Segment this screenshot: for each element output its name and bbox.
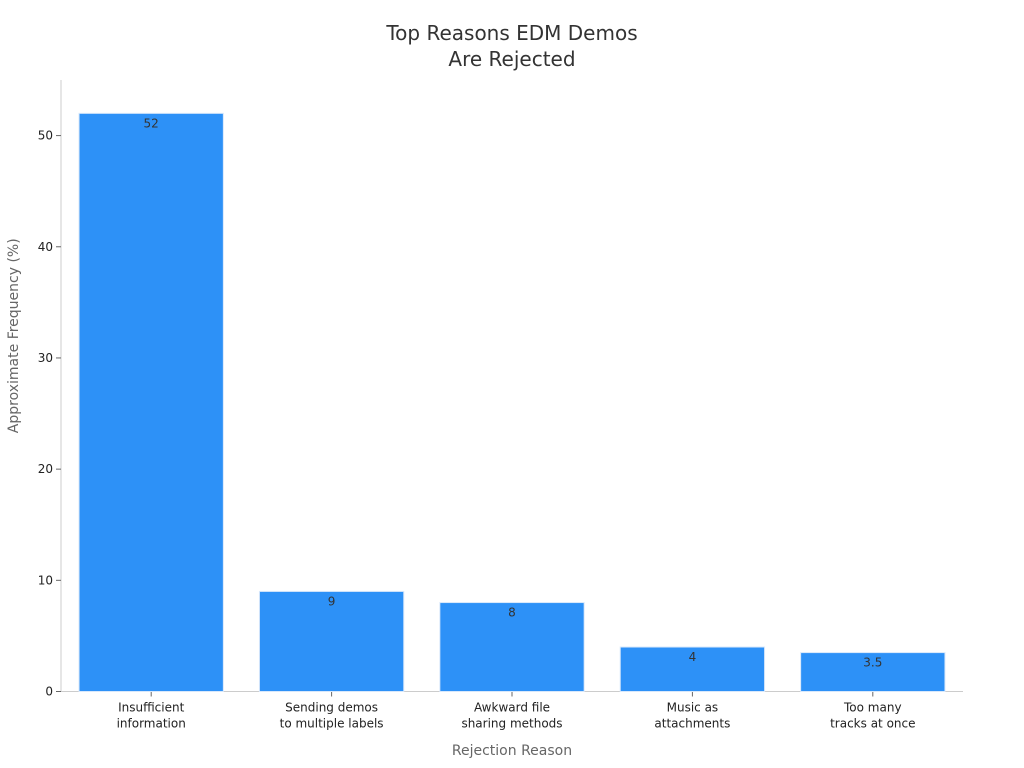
bar [78, 112, 224, 692]
x-axis-label: Rejection Reason [452, 743, 572, 759]
x-tick-label: Too many [843, 701, 902, 715]
bars [78, 112, 946, 693]
y-axis-label: Approximate Frequency (%) [6, 238, 22, 433]
bar [619, 646, 766, 693]
x-tick-label: Music as [667, 701, 719, 715]
bar [800, 652, 946, 692]
bar [258, 590, 405, 692]
x-tick-label: attachments [654, 717, 730, 731]
x-tick-label: sharing methods [461, 717, 562, 731]
bar-value-label: 9 [328, 594, 336, 608]
x-tick-label: tracks at once [830, 717, 915, 731]
data-labels: 52 9 8 4 3.5 [144, 116, 883, 669]
bar-value-label: 4 [689, 650, 697, 664]
axes: 0 10 20 30 40 50 Insufficient information Sendin… [38, 80, 963, 731]
y-tick-label: 50 [38, 129, 53, 143]
y-tick-label: 10 [38, 573, 53, 587]
chart-title-line: Are Rejected [448, 47, 575, 71]
bar [439, 602, 585, 693]
chart-title-line: Top Reasons EDM Demos [385, 21, 637, 45]
x-tick-label: Insufficient [118, 701, 185, 715]
x-tick-label: Sending demos [285, 701, 378, 715]
bar-value-label: 8 [508, 606, 516, 620]
x-tick-label: Awkward file [474, 701, 550, 715]
bar-value-label: 3.5 [863, 656, 882, 670]
bar-value-label: 52 [144, 116, 159, 130]
x-tick-label: information [117, 717, 186, 731]
x-tick-label: to multiple labels [280, 717, 384, 731]
y-tick-label: 40 [38, 240, 53, 254]
y-tick-label: 20 [38, 462, 53, 476]
y-tick-label: 30 [38, 351, 53, 365]
y-tick-label: 0 [45, 685, 53, 699]
